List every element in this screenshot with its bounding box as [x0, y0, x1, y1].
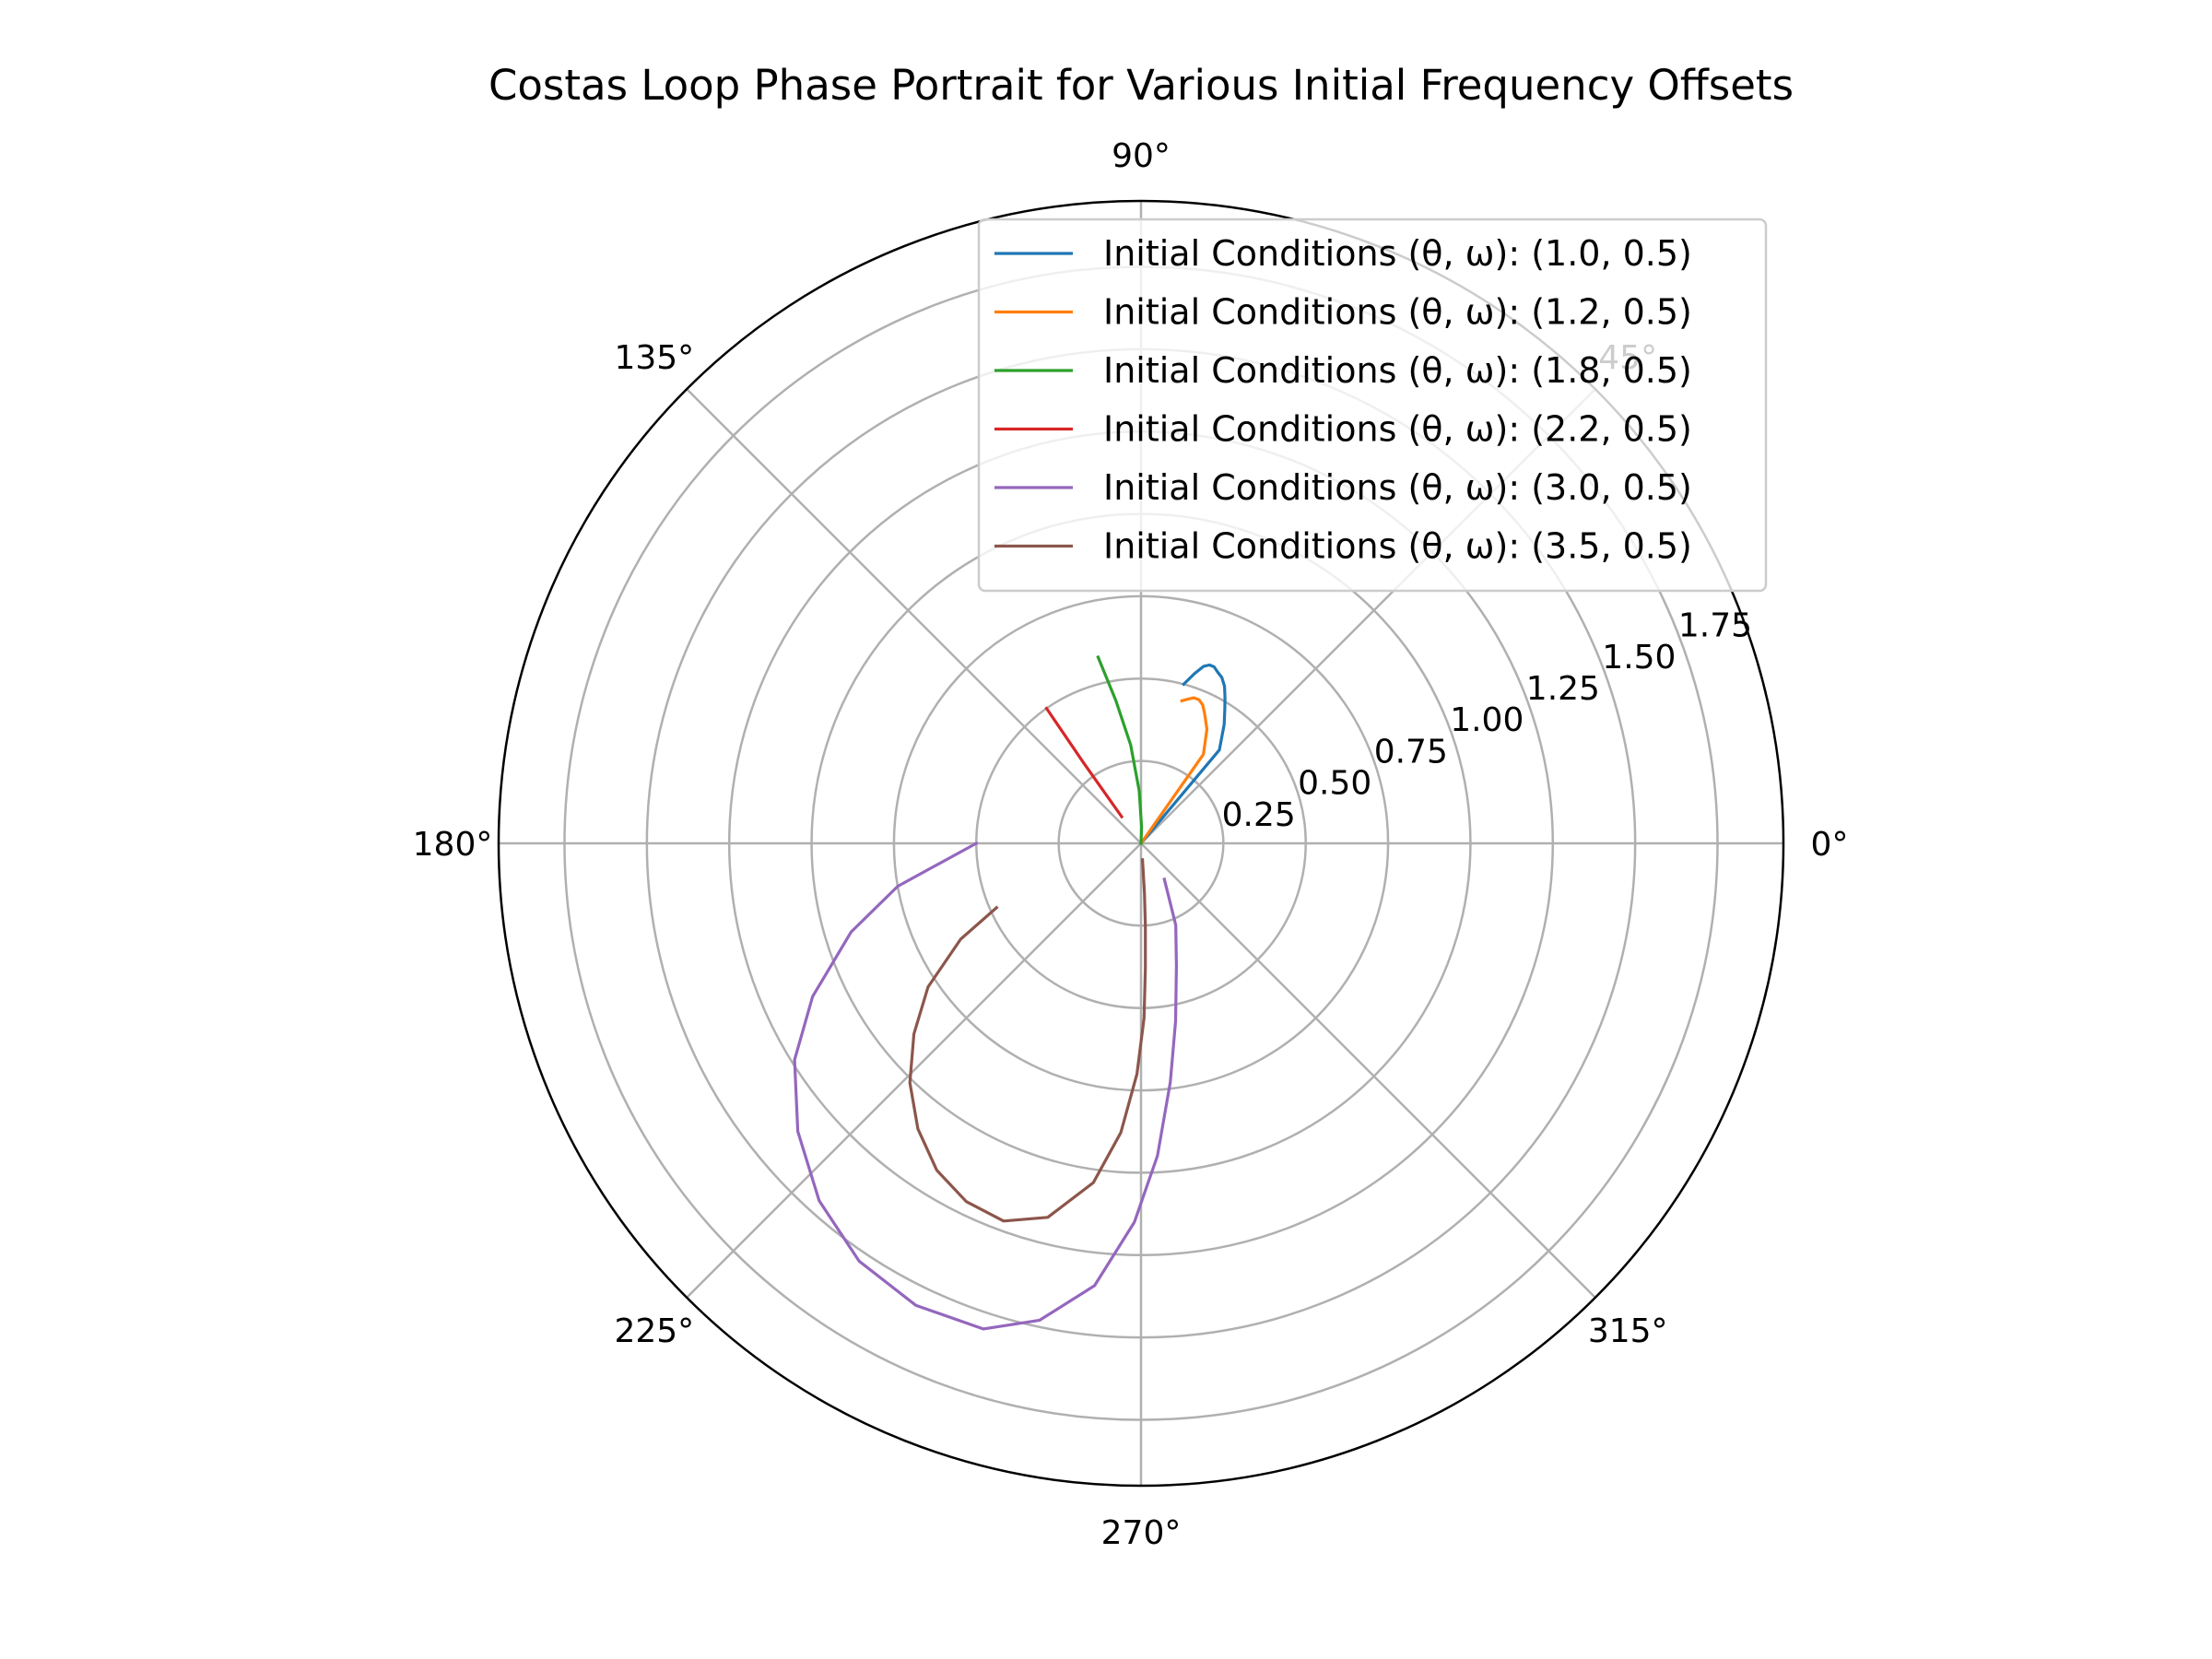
polar-spine — [497, 199, 1785, 1488]
angle-tick-label: 315° — [1588, 1312, 1668, 1350]
series-line-1 — [1138, 663, 1227, 846]
series-line-3 — [1096, 654, 1144, 845]
polar-grid — [497, 199, 1785, 1488]
legend-label-6: Initial Conditions (θ, ω): (3.5, 0.5) — [1103, 526, 1692, 567]
legend-label-1: Initial Conditions (θ, ω): (1.0, 0.5) — [1103, 233, 1692, 274]
legend-label-3: Initial Conditions (θ, ω): (1.8, 0.5) — [1103, 350, 1692, 391]
angle-tick-label: 0° — [1811, 826, 1849, 864]
angular-grid-line — [1140, 842, 1596, 1299]
radial-tick-label: 0.75 — [1374, 733, 1448, 771]
series-line-6 — [908, 858, 1147, 1223]
legend-label-2: Initial Conditions (θ, ω): (1.2, 0.5) — [1103, 292, 1692, 333]
radial-tick-label: 1.75 — [1678, 607, 1752, 645]
angle-tick-label: 90° — [1112, 137, 1171, 175]
series-layer — [793, 654, 1227, 1331]
angle-tick-label: 135° — [614, 339, 694, 377]
series-line-4 — [1044, 706, 1124, 819]
angular-grid-line — [686, 388, 1142, 844]
legend-label-5: Initial Conditions (θ, ω): (3.0, 0.5) — [1103, 467, 1692, 508]
radial-tick-label: 1.00 — [1450, 701, 1524, 739]
radial-tick-label: 0.25 — [1222, 796, 1296, 834]
legend-box — [977, 218, 1768, 593]
angle-tick-label: 225° — [614, 1312, 694, 1350]
radial-tick-label: 0.50 — [1298, 765, 1371, 803]
legend-label-4: Initial Conditions (θ, ω): (2.2, 0.5) — [1103, 409, 1692, 450]
angular-grid-line — [686, 842, 1142, 1299]
series-line-5 — [793, 841, 1178, 1331]
chart-title: Costas Loop Phase Portrait for Various I… — [488, 61, 1794, 110]
radial-tick-label: 1.50 — [1602, 639, 1676, 677]
series-line-2 — [1138, 696, 1209, 846]
radial-tick-label: 1.25 — [1526, 670, 1600, 708]
tick-labels: 0°45°90°135°180°225°270°315°0.250.500.75… — [413, 137, 1849, 1552]
angle-tick-label: 180° — [413, 826, 493, 864]
angle-tick-label: 270° — [1101, 1514, 1182, 1552]
legend: Initial Conditions (θ, ω): (1.0, 0.5) Ini… — [977, 218, 1768, 593]
